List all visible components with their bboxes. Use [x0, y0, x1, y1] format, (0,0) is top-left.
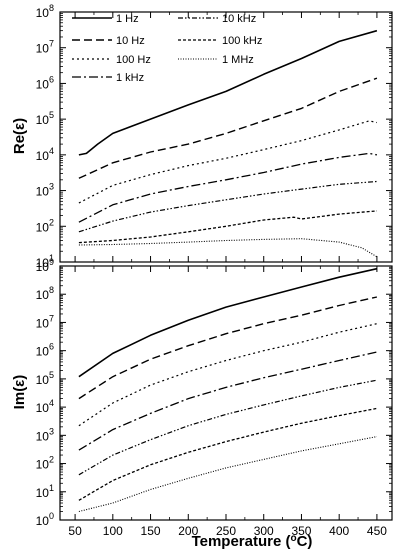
- x-tick-label: 250: [216, 524, 236, 538]
- legend-label-3: 100 Hz: [116, 54, 151, 66]
- tick-base: 10: [36, 220, 50, 234]
- chart-legend: 1 Hz 10 Hz 100 Hz 1 kHz 10 kHz 100 kHz 1 MHz: [72, 13, 262, 84]
- x-tick-label: 50: [68, 524, 82, 538]
- x-axis-title-text: Temperature (: [192, 533, 291, 550]
- re-series-line-2: [78, 77, 378, 179]
- tick-exponent: 9: [49, 257, 54, 267]
- tick-base: 10: [36, 260, 50, 274]
- tick-base: 10: [36, 6, 50, 20]
- re-series-line-1: [78, 29, 378, 156]
- tick-base: 10: [36, 77, 50, 91]
- x-axis-title-unit: C): [297, 533, 313, 550]
- tick-base: 10: [36, 149, 50, 163]
- im-y-tick-label: 101: [36, 483, 54, 500]
- tick-base: 10: [36, 345, 50, 359]
- tick-base: 10: [36, 373, 50, 387]
- x-tick-label: 300: [254, 524, 274, 538]
- im-y-tick-label: 106: [36, 342, 54, 359]
- tick-exponent: 0: [49, 511, 54, 521]
- x-tick-label: 450: [367, 524, 387, 538]
- legend-label-6: 100 kHz: [222, 35, 262, 47]
- re-y-tick-label: 108: [36, 3, 54, 20]
- im-series-line-3: [78, 323, 378, 427]
- tick-exponent: 4: [49, 398, 54, 408]
- im-y-tick-label: 105: [36, 370, 54, 387]
- im-series-line-7: [78, 436, 378, 513]
- x-tick-label: 150: [141, 524, 161, 538]
- re-y-tick-label: 101: [36, 253, 54, 270]
- legend-label-1: 1 Hz: [116, 13, 139, 25]
- tick-base: 10: [36, 185, 50, 199]
- x-axis-title-degree: o: [290, 533, 296, 544]
- re-y-tick-label: 107: [36, 39, 54, 56]
- im-y-tick-label: 104: [36, 398, 54, 415]
- re-y-axis-title: Re(ε): [11, 118, 28, 154]
- tick-base: 10: [36, 256, 50, 270]
- tick-exponent: 6: [49, 74, 54, 84]
- tick-base: 10: [36, 288, 50, 302]
- im-y-axis-title: Im(ε): [11, 375, 28, 410]
- tick-exponent: 3: [49, 426, 54, 436]
- legend-label-2: 10 Hz: [116, 35, 145, 47]
- tick-base: 10: [36, 316, 50, 330]
- re-y-tick-label: 104: [36, 146, 54, 163]
- im-y-tick-label: 100: [36, 511, 54, 528]
- x-tick-label: 400: [329, 524, 349, 538]
- im-series-line-1: [78, 267, 378, 378]
- legend-label-4: 1 kHz: [116, 72, 144, 84]
- im-y-tick-label: 102: [36, 455, 54, 472]
- x-tick-label: 100: [103, 524, 123, 538]
- x-tick-label: 350: [291, 524, 311, 538]
- re-series-line-7: [78, 238, 378, 258]
- re-series-line-6: [78, 210, 377, 244]
- tick-exponent: 7: [49, 39, 54, 49]
- tick-exponent: 8: [49, 285, 54, 295]
- tick-base: 10: [36, 42, 50, 56]
- tick-exponent: 5: [49, 370, 54, 380]
- im-series-line-2: [78, 296, 378, 400]
- legend-label-7: 1 MHz: [222, 54, 254, 66]
- x-axis-title: Temperature (oC): [192, 533, 313, 551]
- tick-exponent: 8: [49, 3, 54, 13]
- im-y-tick-label: 108: [36, 285, 54, 302]
- tick-exponent: 2: [49, 217, 54, 227]
- re-plot-frame: [59, 11, 393, 263]
- tick-base: 10: [36, 486, 50, 500]
- re-y-tick-label: 105: [36, 110, 54, 127]
- re-y-tick-label: 102: [36, 217, 54, 234]
- re-series-line-5: [78, 180, 377, 233]
- tick-exponent: 1: [49, 253, 54, 263]
- im-series-line-5: [78, 379, 378, 476]
- tick-exponent: 2: [49, 455, 54, 465]
- legend-label-5: 10 kHz: [222, 13, 256, 25]
- tick-base: 10: [36, 401, 50, 415]
- tick-exponent: 7: [49, 313, 54, 323]
- tick-base: 10: [36, 514, 50, 528]
- re-y-tick-label: 103: [36, 182, 54, 199]
- tick-exponent: 6: [49, 342, 54, 352]
- im-y-tick-label: 109: [36, 257, 54, 274]
- re-series-line-4: [78, 152, 378, 223]
- im-series-line-6: [78, 407, 378, 501]
- tick-exponent: 3: [49, 182, 54, 192]
- im-series-line-4: [78, 351, 378, 451]
- re-y-tick-label: 106: [36, 74, 54, 91]
- tick-base: 10: [36, 458, 50, 472]
- tick-exponent: 5: [49, 110, 54, 120]
- tick-base: 10: [36, 113, 50, 127]
- im-y-tick-label: 107: [36, 313, 54, 330]
- x-tick-label: 200: [178, 524, 198, 538]
- im-y-tick-label: 103: [36, 426, 54, 443]
- tick-exponent: 1: [49, 483, 54, 493]
- tick-exponent: 4: [49, 146, 54, 156]
- tick-base: 10: [36, 429, 50, 443]
